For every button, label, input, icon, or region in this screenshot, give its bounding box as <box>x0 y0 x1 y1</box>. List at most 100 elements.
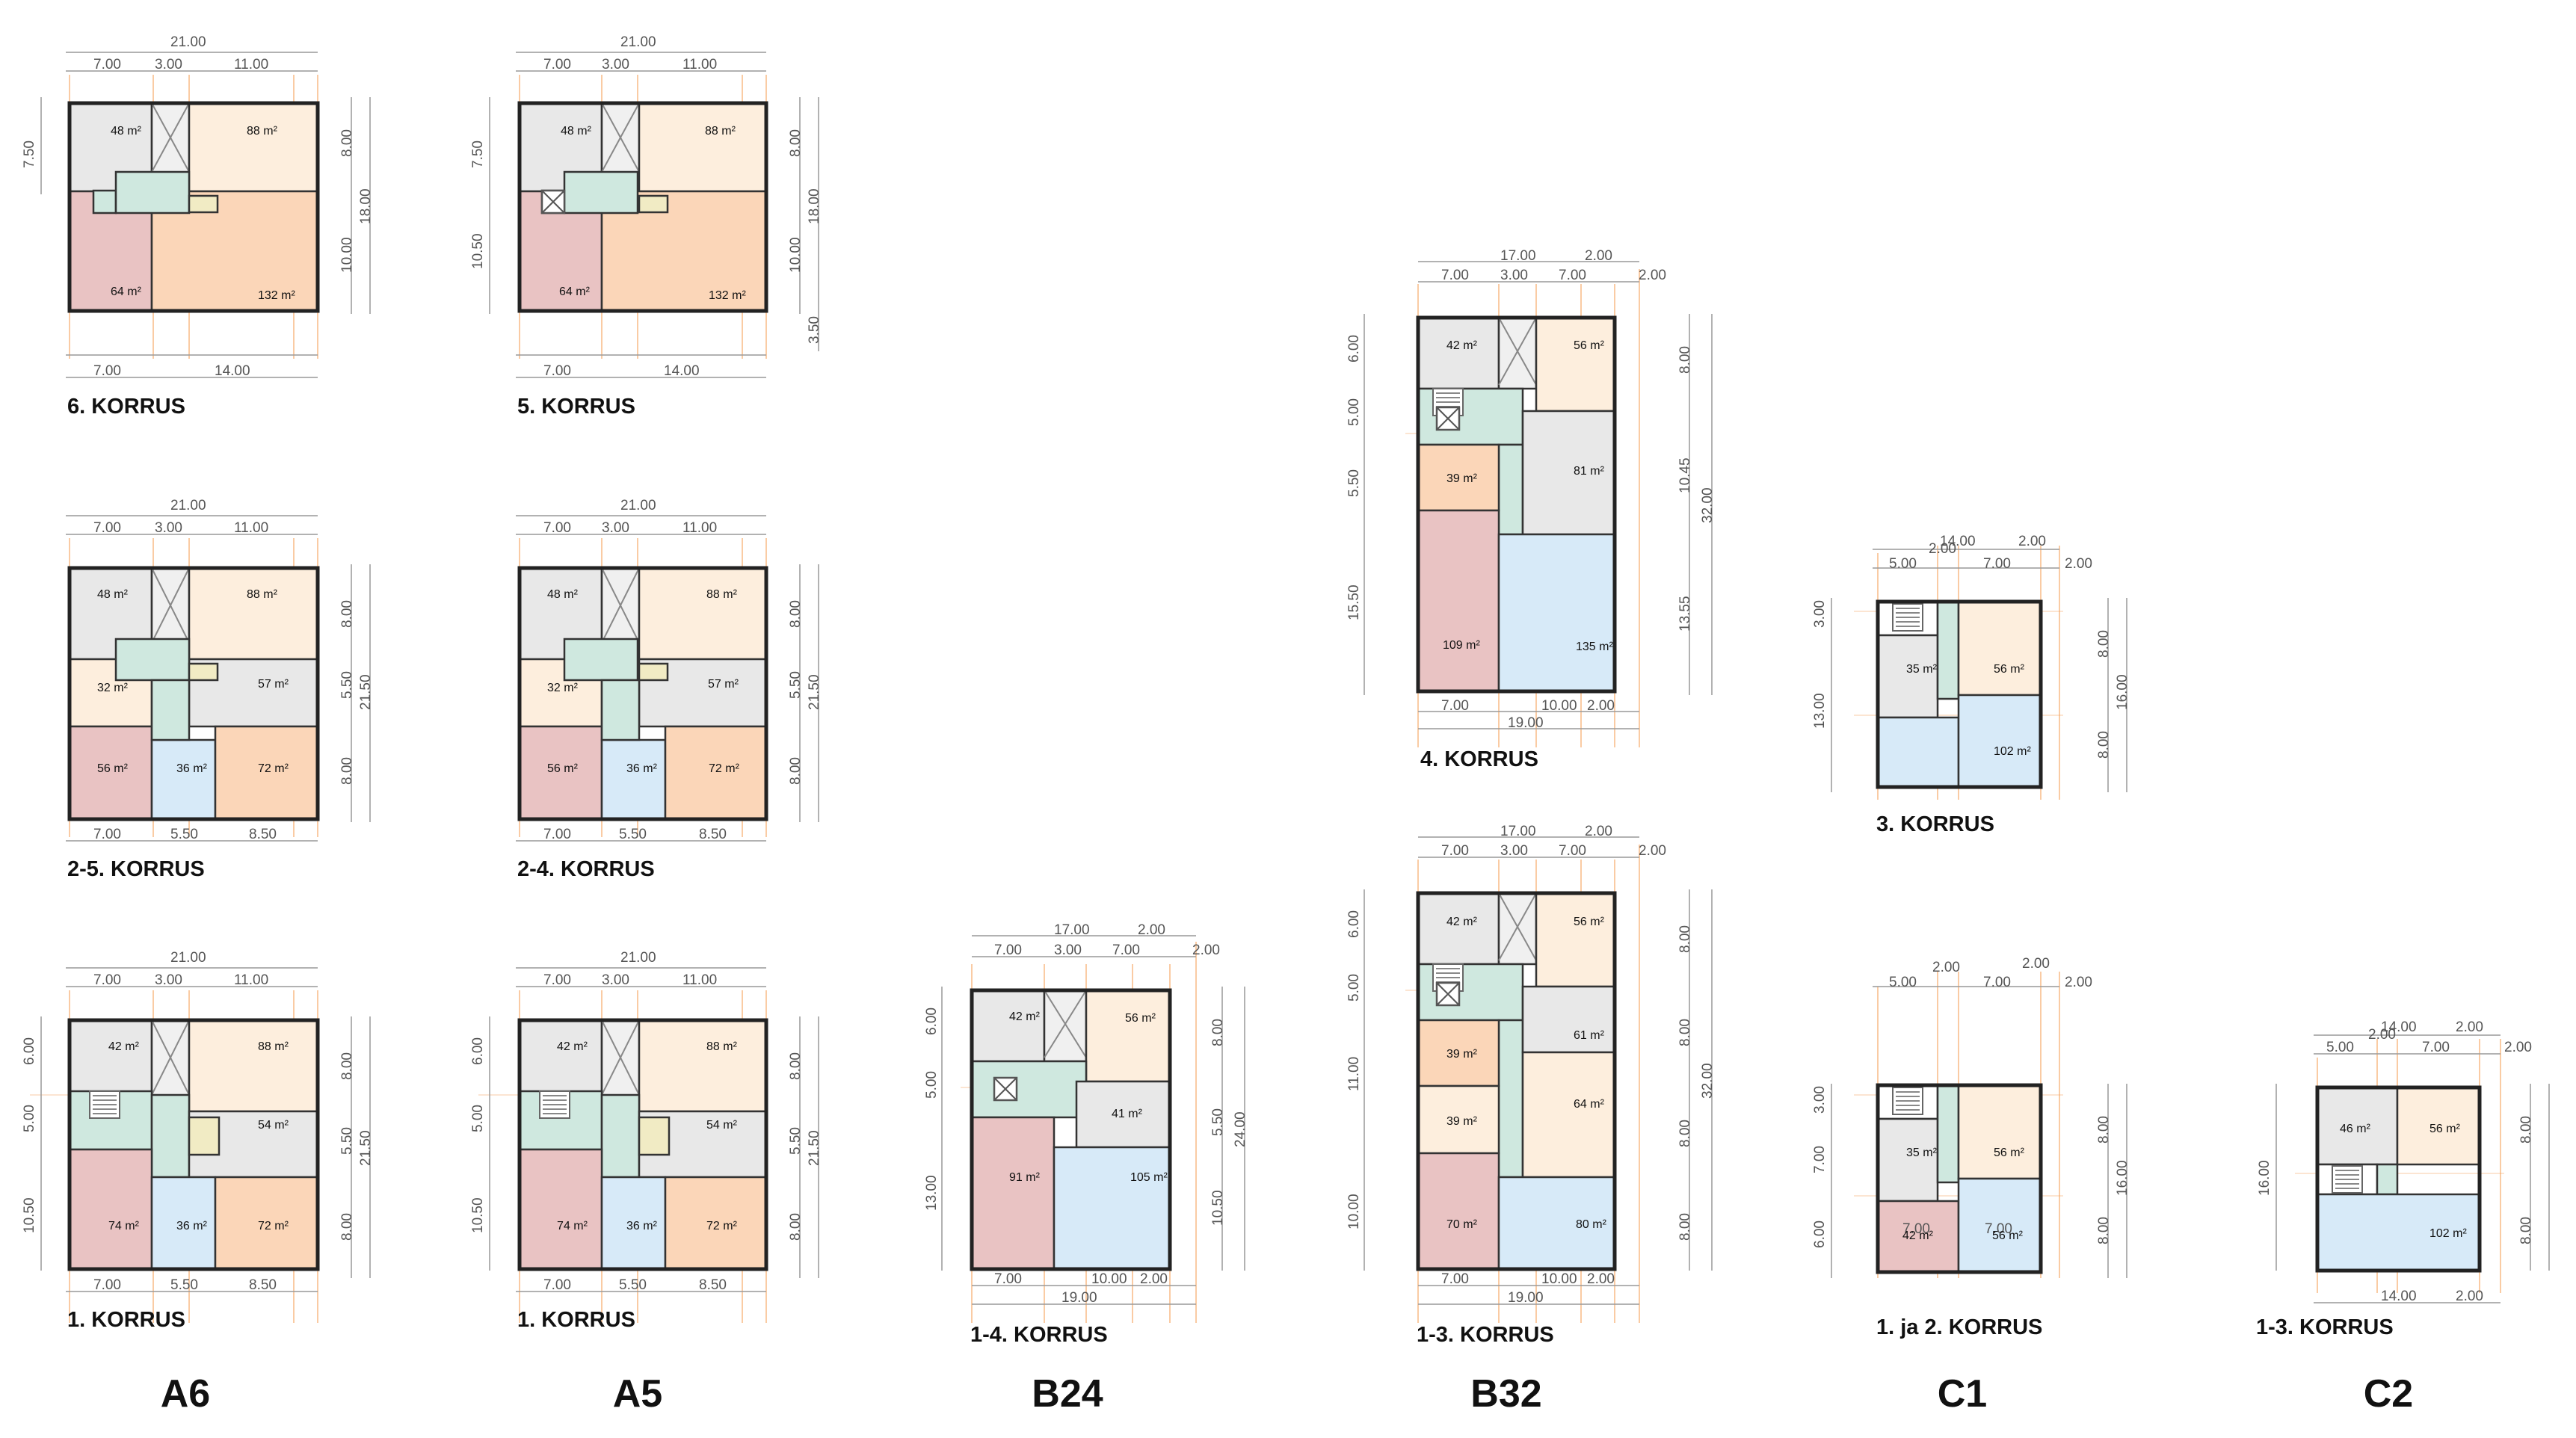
dim-a5-1-b2: 5.50 <box>619 1277 647 1293</box>
dim-b32-4-l3: 5.50 <box>1346 469 1362 497</box>
dim-b32-4-t5: 7.00 <box>1559 268 1586 283</box>
floor-label-a6-1: 1. KORRUS <box>67 1308 185 1332</box>
dim-a6-25-b2: 5.50 <box>170 827 198 842</box>
room-area: 39 m² <box>1446 472 1478 485</box>
dim-c1-3-t4: 5.00 <box>1889 556 1917 572</box>
dim-a5-24-b2: 5.50 <box>619 827 647 842</box>
dim-b24-b4: 19.00 <box>1061 1290 1097 1306</box>
dim-c1-12-r2: 16.00 <box>2115 1160 2130 1196</box>
room-area: 56 m² <box>2429 1123 2461 1135</box>
dim-c1-12-t4: 7.00 <box>1983 975 2011 990</box>
dim-a6-6-l1: 7.50 <box>22 141 37 168</box>
dim-b32-13-l4: 10.00 <box>1346 1194 1362 1229</box>
dim-b24-t6: 2.00 <box>1192 942 1220 958</box>
dim-b32-13-r4: 8.00 <box>1677 1120 1693 1147</box>
dim-b32-13-b1: 7.00 <box>1441 1271 1469 1287</box>
dim-a6-25-seg3: 11.00 <box>234 520 268 536</box>
dim-a5-1-l1: 6.00 <box>470 1037 486 1065</box>
dim-b32-13-t4: 3.00 <box>1500 843 1528 859</box>
dim-c2-l1: 16.00 <box>2257 1160 2273 1196</box>
room-area: 32 m² <box>547 682 579 694</box>
room-area: 57 m² <box>708 678 739 691</box>
dim-b32-4-l2: 5.00 <box>1346 398 1362 426</box>
floor-label-a5-5: 5. KORRUS <box>517 395 635 419</box>
dim-b32-13-b2: 10.00 <box>1541 1271 1577 1287</box>
room-area: 132 m² <box>709 289 746 302</box>
dim-b32-13-r1: 8.00 <box>1677 925 1693 953</box>
room-area: 88 m² <box>258 1040 289 1053</box>
dim-a5-1-l3: 10.50 <box>470 1197 486 1233</box>
dim-b24-t4: 3.00 <box>1054 942 1082 958</box>
dim-a5-24-b3: 8.50 <box>699 827 727 842</box>
dim-a6-1-seg2: 3.00 <box>155 972 182 988</box>
dim-a6-1-r4: 8.00 <box>339 1213 355 1241</box>
dim-a5-1-r3: 21.50 <box>807 1130 822 1166</box>
dim-a5-1-total: 21.00 <box>620 950 656 966</box>
room-area: 74 m² <box>108 1220 140 1232</box>
dim-b32-13-t5: 7.00 <box>1559 843 1586 859</box>
dim-a6-1-l1: 6.00 <box>22 1037 37 1065</box>
dim-a6-1-total: 21.00 <box>170 950 206 966</box>
room-area: 36 m² <box>626 1220 658 1232</box>
dim-a5-1-r4: 8.00 <box>788 1213 804 1241</box>
dim-b24-r3: 24.00 <box>1233 1111 1248 1147</box>
dim-c1-12-t5: 2.00 <box>2065 975 2092 990</box>
dim-b32-4-b2: 10.00 <box>1541 698 1577 714</box>
dim-c1-3-t5: 7.00 <box>1983 556 2011 572</box>
room-area: 81 m² <box>1574 465 1605 478</box>
dim-a5-24-r4: 8.00 <box>788 757 804 785</box>
dim-b24-l1: 6.00 <box>924 1007 940 1035</box>
room-area: 135 m² <box>1576 641 1613 653</box>
dim-b24-r2: 5.50 <box>1210 1108 1226 1136</box>
dim-b24-r4: 10.50 <box>1210 1190 1226 1226</box>
room-area: 48 m² <box>97 588 129 601</box>
dim-a5-24-r2: 5.50 <box>788 671 804 699</box>
room-area: 36 m² <box>176 762 208 775</box>
dim-b24-l2: 5.00 <box>924 1071 940 1099</box>
dim-a5-5-b1: 7.00 <box>543 363 571 379</box>
dim-b32-13-t2: 2.00 <box>1585 824 1612 839</box>
plan-b32-floor-4 <box>1364 261 1713 747</box>
room-area: 64 m² <box>111 286 142 298</box>
room-area: 42 m² <box>557 1040 588 1053</box>
dim-c1-3-total: 14.00 <box>1940 534 1976 549</box>
room-area: 56 m² <box>547 762 579 775</box>
floor-label-a6-6: 6. KORRUS <box>67 395 185 419</box>
dim-b24-b1: 7.00 <box>994 1271 1022 1287</box>
dim-a5-1-r1: 8.00 <box>788 1052 804 1080</box>
room-area: 64 m² <box>559 286 591 298</box>
dim-b32-13-t3: 7.00 <box>1441 843 1469 859</box>
building-label-c1: C1 <box>1938 1372 1987 1416</box>
dim-c1-3-r2: 16.00 <box>2115 674 2130 710</box>
dim-b32-13-b4: 19.00 <box>1508 1290 1544 1306</box>
room-area: 42 m² <box>1009 1010 1041 1023</box>
room-area: 72 m² <box>258 762 289 775</box>
plan-a5-floor-1 <box>478 967 819 1323</box>
dim-a5-5-seg3: 11.00 <box>682 57 717 72</box>
room-area: 72 m² <box>706 1220 738 1232</box>
dim-b32-13-t6: 2.00 <box>1639 843 1666 859</box>
dim-c1-12-t1: 2.00 <box>1932 960 1960 975</box>
dim-b24-b2: 10.00 <box>1091 1271 1127 1287</box>
floor-label-a5-2-4: 2-4. KORRUS <box>517 857 655 881</box>
room-area: 72 m² <box>258 1220 289 1232</box>
dim-b32-13-l1: 6.00 <box>1346 910 1362 938</box>
dim-c1-12-r3: 8.00 <box>2096 1217 2112 1244</box>
dim-a5-5-r2: 18.00 <box>807 188 822 224</box>
dim-c1-3-t2: 2.00 <box>2018 534 2046 549</box>
room-area: 64 m² <box>1574 1098 1605 1111</box>
dim-b32-4-t6: 2.00 <box>1639 268 1666 283</box>
dim-b24-l3: 13.00 <box>924 1175 940 1211</box>
dim-b32-13-l2: 5.00 <box>1346 974 1362 1002</box>
dim-a5-5-l2: 10.50 <box>470 233 486 269</box>
room-area: 88 m² <box>706 588 738 601</box>
dim-a6-1-r1: 8.00 <box>339 1052 355 1080</box>
dim-b32-13-b3: 2.00 <box>1587 1271 1615 1287</box>
dim-a6-6-seg2: 3.00 <box>155 57 182 72</box>
dim-c2-total: 14.00 <box>2381 1019 2417 1035</box>
room-area: 39 m² <box>1446 1115 1478 1128</box>
dim-b32-4-b1: 7.00 <box>1441 698 1469 714</box>
dim-a6-6-r1: 8.00 <box>339 129 355 157</box>
plan-c1-floor-1-2 <box>1831 972 2127 1278</box>
dim-b32-4-r2: 10.45 <box>1677 457 1693 493</box>
